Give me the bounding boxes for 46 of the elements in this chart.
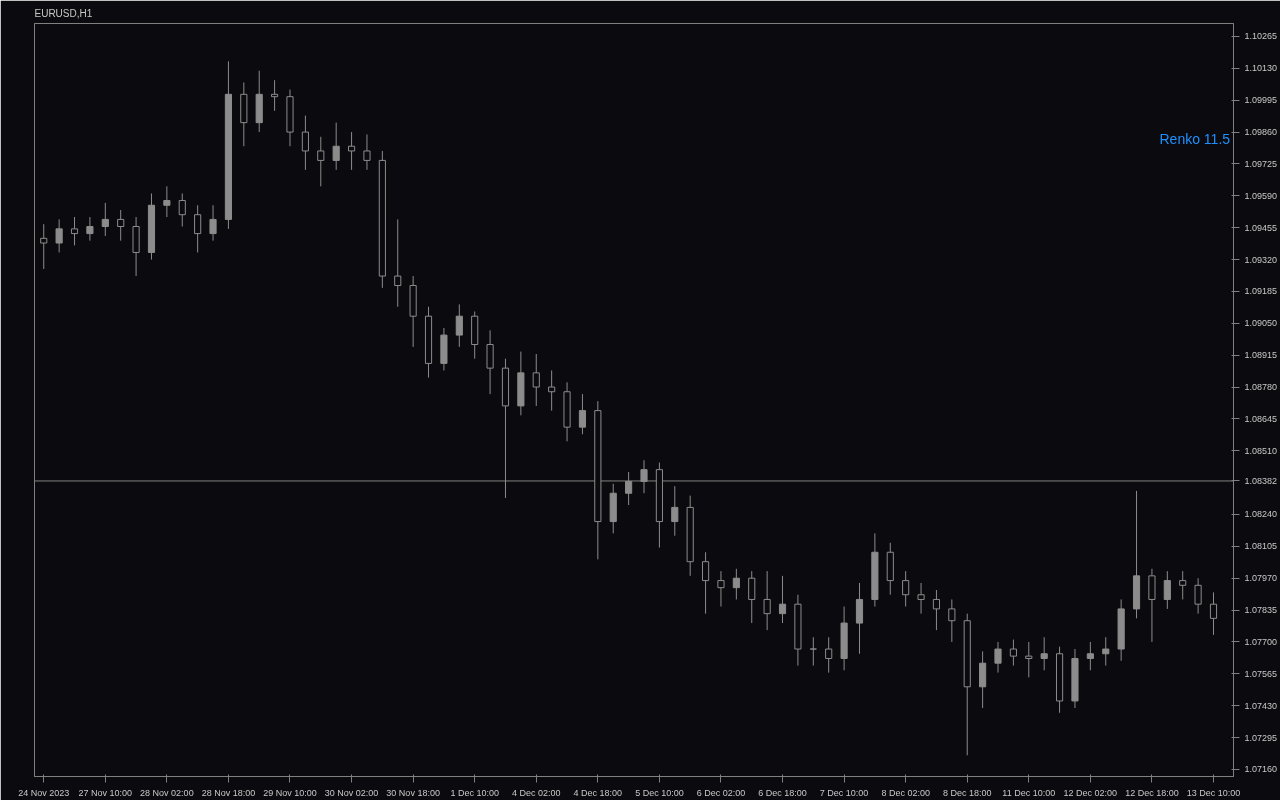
ref-line-label: 1.08382 xyxy=(1244,475,1278,486)
y-tick-label: 1.08240 xyxy=(1244,509,1278,520)
y-tick-label: 1.07565 xyxy=(1244,668,1278,679)
y-tick-label: 1.09725 xyxy=(1244,158,1278,169)
y-tick-label: 1.09320 xyxy=(1244,254,1278,265)
y-tick-label: 1.07700 xyxy=(1244,636,1278,647)
y-tick-label: 1.09455 xyxy=(1244,222,1278,233)
x-tick-label: 11 Dec 10:00 xyxy=(1002,787,1056,798)
y-tick-label: 1.08915 xyxy=(1244,350,1278,361)
x-tick-label: 8 Dec 02:00 xyxy=(881,787,930,798)
chart-title: EURUSD,H1 xyxy=(34,7,93,19)
x-tick-label: 7 Dec 10:00 xyxy=(819,787,869,798)
y-tick-label: 1.10265 xyxy=(1244,31,1278,42)
x-tick-label: 27 Nov 10:00 xyxy=(78,787,133,798)
x-tick-label: 29 Nov 10:00 xyxy=(263,787,317,798)
x-tick-label: 28 Nov 02:00 xyxy=(140,787,194,798)
y-tick-label: 1.07430 xyxy=(1244,700,1278,711)
y-tick-label: 1.09860 xyxy=(1244,127,1278,138)
x-tick-label: 4 Dec 02:00 xyxy=(512,787,561,798)
x-tick-label: 5 Dec 10:00 xyxy=(635,787,684,798)
x-tick-label: 24 Nov 2023 xyxy=(18,787,70,798)
y-tick-label: 1.08105 xyxy=(1244,541,1278,552)
x-tick-label: 8 Dec 18:00 xyxy=(942,787,992,798)
x-tick-label: 30 Nov 18:00 xyxy=(386,787,440,798)
y-tick-label: 1.07160 xyxy=(1244,764,1278,775)
annotation: Renko 11.5 xyxy=(1159,130,1231,147)
y-tick-label: 1.07295 xyxy=(1244,732,1278,743)
x-tick-label: 1 Dec 10:00 xyxy=(450,787,499,798)
x-tick-label: 28 Nov 18:00 xyxy=(201,787,256,798)
x-tick-label: 12 Dec 02:00 xyxy=(1063,787,1118,798)
y-tick-label: 1.08780 xyxy=(1244,382,1278,393)
y-tick-label: 1.10130 xyxy=(1244,63,1278,74)
x-tick-label: 4 Dec 18:00 xyxy=(573,787,623,798)
y-tick-label: 1.07835 xyxy=(1244,605,1278,616)
y-tick-label: 1.09995 xyxy=(1244,95,1278,106)
x-tick-label: 6 Dec 02:00 xyxy=(696,787,746,798)
y-tick-label: 1.07970 xyxy=(1244,573,1278,584)
y-tick-label: 1.09590 xyxy=(1244,190,1278,201)
x-tick-label: 6 Dec 18:00 xyxy=(758,787,807,798)
y-tick-label: 1.09050 xyxy=(1244,318,1278,329)
x-tick-label: 30 Nov 02:00 xyxy=(324,787,379,798)
y-tick-label: 1.09185 xyxy=(1244,286,1278,297)
x-tick-label: 13 Dec 10:00 xyxy=(1186,787,1241,798)
y-tick-label: 1.08510 xyxy=(1244,445,1278,456)
y-tick-label: 1.08645 xyxy=(1244,413,1278,424)
x-tick-label: 12 Dec 18:00 xyxy=(1125,787,1179,798)
